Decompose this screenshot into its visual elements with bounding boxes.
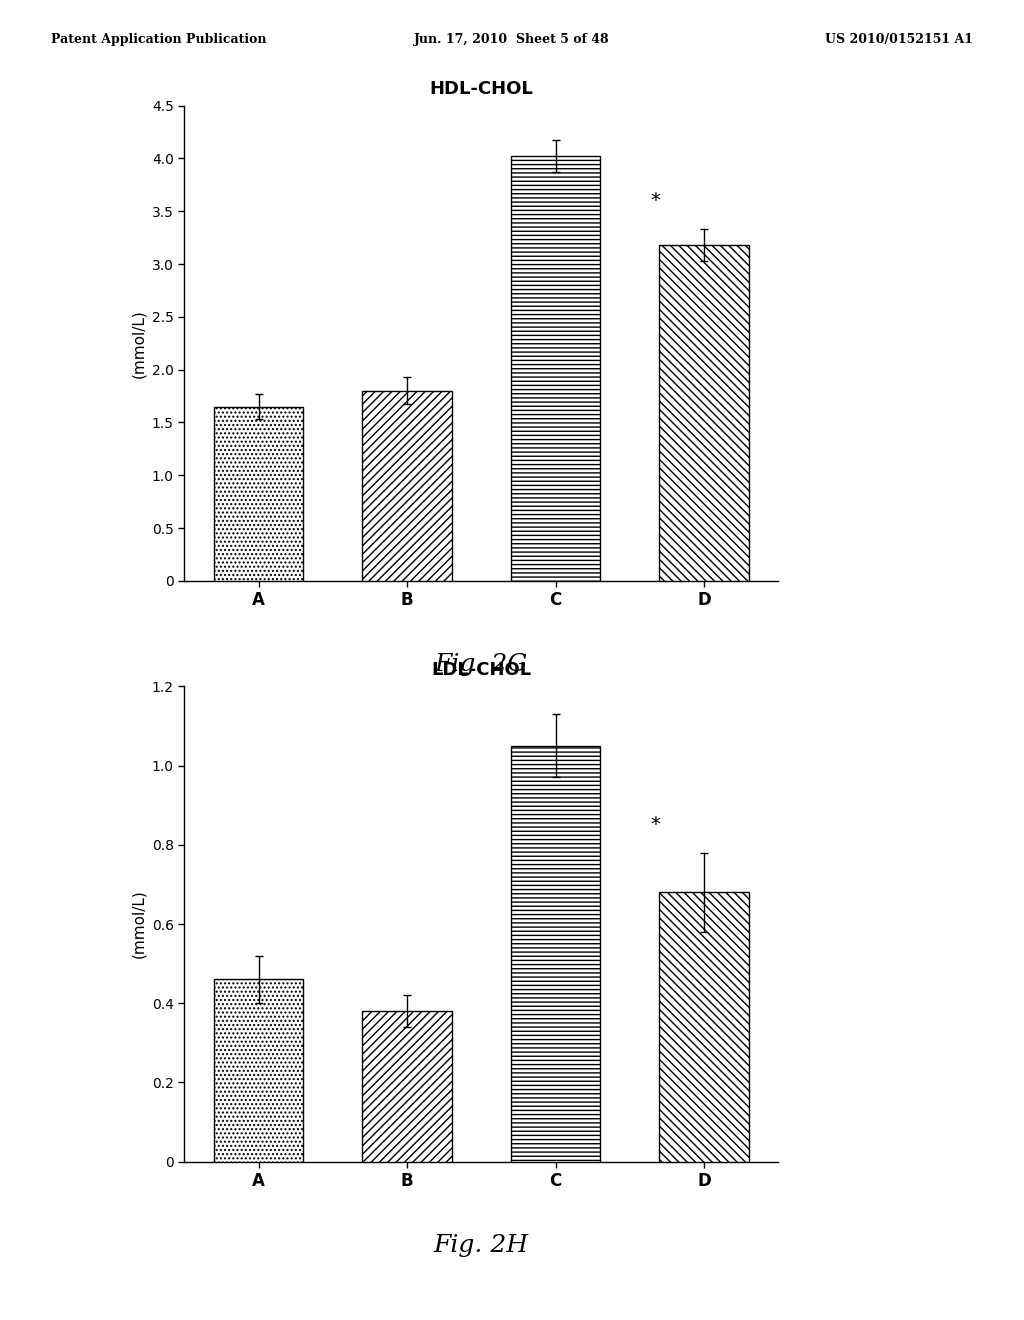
Y-axis label: (mmol/L): (mmol/L) — [131, 890, 146, 958]
Bar — [214, 979, 303, 1162]
Bar — [511, 746, 600, 1162]
Bar — [214, 407, 303, 581]
Bar — [659, 246, 749, 581]
Text: Fig. 2G: Fig. 2G — [434, 653, 528, 676]
Bar — [362, 1011, 452, 1162]
Text: Jun. 17, 2010  Sheet 5 of 48: Jun. 17, 2010 Sheet 5 of 48 — [414, 33, 610, 46]
Text: US 2010/0152151 A1: US 2010/0152151 A1 — [824, 33, 973, 46]
Bar — [362, 391, 452, 581]
Title: HDL-CHOL: HDL-CHOL — [429, 81, 534, 99]
Y-axis label: (mmol/L): (mmol/L) — [131, 309, 146, 378]
Text: *: * — [650, 191, 659, 210]
Text: Fig. 2H: Fig. 2H — [434, 1234, 528, 1257]
Text: Patent Application Publication: Patent Application Publication — [51, 33, 266, 46]
Title: LDL-CHOL: LDL-CHOL — [431, 661, 531, 680]
Bar — [659, 892, 749, 1162]
Text: *: * — [650, 814, 659, 834]
Bar — [511, 156, 600, 581]
